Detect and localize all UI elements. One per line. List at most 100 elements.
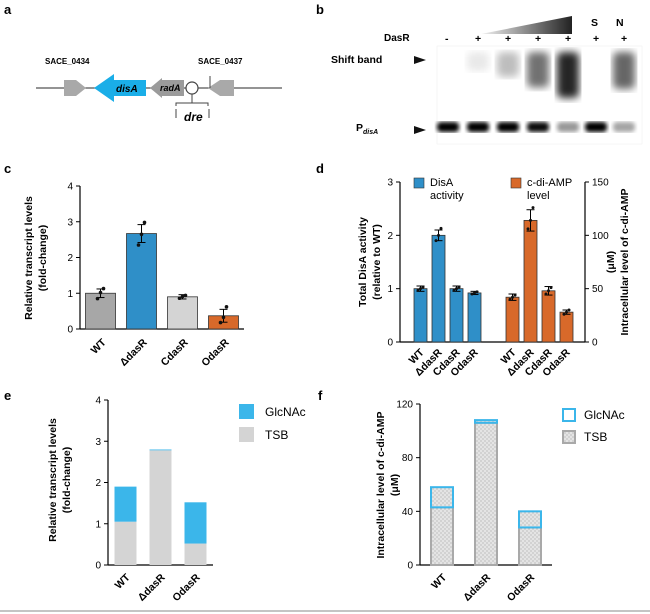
shift-band-1 — [467, 52, 489, 71]
d-yr-tick-label-100: 100 — [592, 231, 609, 242]
d-ylabel-left: Total DisA activity — [357, 217, 369, 307]
d-point-0-2-1 — [455, 287, 458, 291]
gene-radA-arrow — [150, 78, 184, 98]
gene-disA-arrow — [94, 74, 146, 102]
e-y-tick-label-2: 2 — [95, 478, 101, 489]
f-y-tick-label-0: 0 — [407, 561, 413, 572]
d-bar-1-0 — [505, 296, 520, 343]
panel-label-c: c — [4, 161, 11, 176]
c-y-tick-label-1: 1 — [67, 289, 73, 300]
d-point-0-2-2 — [457, 285, 461, 289]
lane-mark-3: + — [535, 33, 541, 45]
d-point-0-3-0 — [470, 292, 474, 296]
free-probe-band-1 — [467, 122, 489, 132]
lane-mark-0: - — [445, 33, 449, 45]
c-point-2-0 — [177, 296, 182, 301]
c-point-0-0 — [95, 296, 100, 301]
d-point-0-1-1 — [437, 233, 440, 237]
f-y-tick-label-40: 40 — [402, 507, 414, 518]
d-bar-0-3 — [467, 292, 482, 343]
d-yr-tick-label-150: 150 — [592, 178, 609, 189]
f-category-label-0: WT — [429, 571, 449, 591]
f-bar-1-0 — [430, 486, 454, 509]
dasr-gradient-wedge — [481, 16, 572, 34]
d-point-1-3-0 — [562, 312, 566, 316]
c-y-tick-label-3: 3 — [67, 217, 73, 228]
lane-mark-4: + — [565, 33, 571, 45]
e-bar-1-0 — [114, 486, 137, 522]
c-point-3-0 — [218, 320, 223, 325]
f-legend-label-0: TSB — [584, 430, 607, 444]
c-point-2-2 — [183, 293, 188, 298]
c-point-0-1 — [98, 290, 103, 295]
d-point-0-0-1 — [419, 287, 422, 291]
f-legend-swatch-0 — [562, 430, 576, 444]
e-bar-0-2 — [184, 543, 207, 565]
d-legend-label2-1: level — [527, 190, 550, 202]
probe-label: PdisA — [356, 122, 378, 136]
c-point-0-2 — [101, 286, 106, 291]
d-bar-1-1 — [523, 219, 538, 343]
d-ylabel-left2: (relative to WT) — [371, 224, 383, 300]
lane-marks: - + + + + + + — [445, 33, 627, 45]
c-bar-1 — [126, 233, 157, 330]
f-legend-label-1: GlcNAc — [584, 408, 625, 422]
c-category-label-0: WT — [89, 336, 109, 356]
lane-mark-2: + — [505, 33, 511, 45]
emsa-gel-panel: DasR S N - + + + + + + Shift band PdisA — [331, 16, 643, 145]
c-point-2-1 — [180, 294, 185, 299]
probe-arrow — [414, 126, 426, 134]
e-bar-0-0 — [114, 521, 137, 565]
gene-label-radA: radA — [160, 83, 181, 93]
d-bar-1-3 — [559, 311, 574, 343]
panel-label-b: b — [316, 2, 324, 17]
shift-band-arrow — [414, 56, 426, 64]
gene-map: SACE_0434 SACE_0437 disA radA dre — [36, 57, 282, 124]
d-yr-tick-label-0: 0 — [592, 338, 598, 349]
d-point-1-1-2 — [531, 206, 535, 210]
free-probe-band-0 — [437, 122, 459, 132]
d-yl-tick-label-3: 3 — [387, 178, 393, 189]
c-category-label-3: OdasR — [199, 336, 232, 369]
e-ylabel: Relative transcript levels — [47, 418, 59, 542]
e-category-label-2: OdasR — [170, 571, 203, 604]
d-point-1-2-0 — [544, 292, 548, 296]
shift-band-label: Shift band — [331, 54, 382, 66]
c-category-label-2: CdasR — [159, 336, 191, 368]
e-bar-1-2 — [184, 502, 207, 544]
d-point-0-1-2 — [439, 226, 443, 230]
dre-label: dre — [184, 110, 203, 124]
d-ylabel-right2: (μM) — [605, 251, 617, 273]
e-bar-0-1 — [149, 450, 172, 565]
d-point-0-2-0 — [452, 288, 456, 292]
e-category-label-0: WT — [113, 571, 133, 591]
chart-e: 0 1 2 3 4 WT ΔdasR OdasR GlcNAc TSB Relative trans… — [47, 396, 306, 605]
chart-c: 0 1 2 3 4 WT ΔdasR CdasR OdasR Relative transcrip… — [23, 182, 244, 369]
d-point-0-0-2 — [421, 285, 425, 289]
gel-bands — [437, 52, 635, 132]
f-ylabel2: (μM) — [389, 474, 401, 496]
f-bar-1-2 — [518, 510, 542, 529]
d-yl-tick-label-1: 1 — [387, 284, 393, 295]
d-point-0-3-1 — [473, 291, 476, 295]
c-category-label-1: ΔdasR — [118, 336, 150, 368]
f-category-label-1: ΔdasR — [461, 571, 493, 603]
d-point-0-1-0 — [434, 239, 438, 243]
lane-mark-5: + — [593, 33, 599, 45]
dasr-label: DasR — [384, 33, 410, 44]
free-probe-band-4 — [557, 122, 579, 132]
d-bar-0-2 — [449, 288, 464, 343]
d-point-1-3-2 — [567, 308, 571, 312]
c-y-tick-label-2: 2 — [67, 253, 73, 264]
shift-band-3 — [527, 52, 549, 88]
lane-mark-1: + — [475, 33, 481, 45]
dre-bracket — [175, 102, 209, 106]
d-legend-label-0: DisA — [430, 177, 454, 189]
d-bar-0-0 — [413, 288, 428, 343]
e-ylabel2: (fold-change) — [61, 447, 73, 514]
e-y-tick-label-4: 4 — [95, 396, 101, 407]
free-probe-band-6 — [613, 122, 635, 132]
d-point-1-1-1 — [529, 218, 532, 222]
d-bar-0-1 — [431, 234, 446, 343]
